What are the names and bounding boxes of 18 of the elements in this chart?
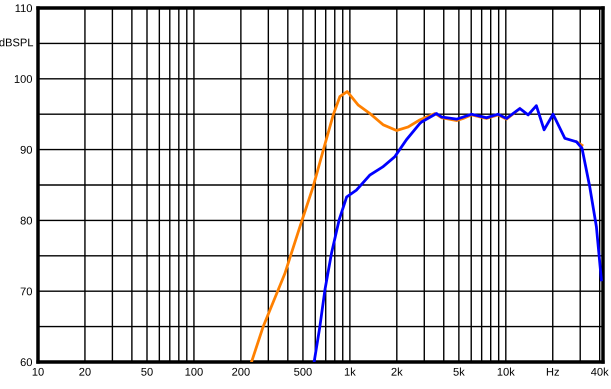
x-tick-label: 1k <box>344 368 356 376</box>
x-tick-label: 10k <box>498 368 515 376</box>
x-tick-label: Hz <box>546 368 559 376</box>
y-tick-label: 100 <box>14 75 32 83</box>
x-tick-label: 2k <box>392 368 403 376</box>
x-tick-label: 100 <box>186 368 203 376</box>
x-tick-label: 200 <box>232 368 250 376</box>
y-tick-label: 70 <box>20 287 32 296</box>
x-tick-label: 10 <box>32 368 44 376</box>
y-tick-label: 60 <box>20 358 32 366</box>
x-tick-label: 40k <box>590 368 609 376</box>
y-tick-label: 90 <box>20 146 32 154</box>
x-tick-label: 5k <box>453 368 465 376</box>
x-tick-label: 20 <box>79 368 91 376</box>
x-tick-label: 500 <box>294 368 312 376</box>
y-tick-label: 80 <box>20 216 32 225</box>
y-tick-label: 110 <box>16 4 32 12</box>
x-tick-label: 50 <box>141 368 153 376</box>
